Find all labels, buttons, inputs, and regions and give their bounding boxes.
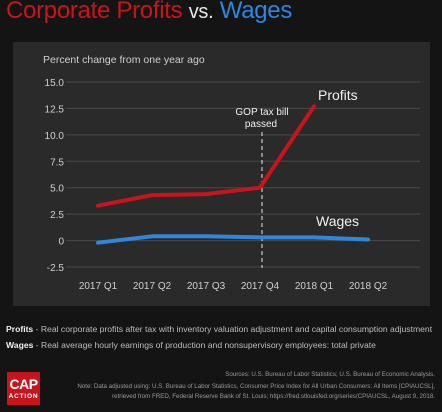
- chart-title: Corporate Profits vs. Wages: [6, 0, 292, 25]
- definition-wages-text: - Real average hourly earnings of produc…: [33, 340, 376, 350]
- y-tick-label: 0: [58, 237, 64, 248]
- y-tick-label: 10.0: [45, 131, 65, 142]
- x-tick-label: 2018 Q1: [295, 281, 334, 292]
- cap-action-logo: CAP ACTION: [7, 372, 40, 405]
- sources-line-2: Note: Data adjusted using: U.S. Bureau o…: [77, 383, 435, 390]
- logo-line-1: CAP: [9, 376, 38, 392]
- x-tick-label: 2018 Q2: [349, 281, 388, 292]
- title-profits: Corporate Profits: [6, 0, 183, 24]
- x-tick-label: 2017 Q4: [241, 281, 280, 292]
- y-tick-label: 5.0: [50, 184, 64, 195]
- series-label-profits: Profits: [318, 87, 358, 103]
- sources-line-3: retrieved from FRED, Federal Reserve Ban…: [112, 393, 435, 400]
- y-tick-label: 15.0: [45, 78, 65, 89]
- definition-profits-label: Profits: [6, 324, 34, 334]
- y-tick-label: -2.5: [47, 263, 65, 274]
- y-tick-label: 2.5: [50, 210, 64, 221]
- annotation-line-2: passed: [245, 119, 277, 130]
- definition-profits: Profits - Real corporate profits after t…: [6, 324, 432, 334]
- y-tick-label: 7.5: [50, 157, 64, 168]
- x-tick-label: 2017 Q3: [187, 281, 226, 292]
- sources-line-1: Sources: U.S. Bureau of Labor Statistics…: [225, 371, 435, 378]
- logo-line-2: ACTION: [8, 393, 39, 400]
- definition-wages-label: Wages: [6, 340, 34, 350]
- series-line-profits: [96, 104, 316, 208]
- x-tick-label: 2017 Q2: [133, 281, 172, 292]
- y-tick-label: 12.5: [45, 104, 65, 115]
- annotation-line-1: GOP tax bill: [235, 107, 288, 118]
- x-tick-label: 2017 Q1: [79, 281, 118, 292]
- title-vs: vs.: [188, 1, 214, 23]
- y-axis-label: Percent change from one year ago: [43, 54, 205, 66]
- definition-profits-text: - Real corporate profits after tax with …: [33, 324, 433, 334]
- series-line-wages: [96, 234, 370, 245]
- series-label-wages: Wages: [316, 213, 359, 229]
- definition-wages: Wages - Real average hourly earnings of …: [6, 340, 376, 350]
- title-wages: Wages: [219, 0, 293, 24]
- chart-panel: [13, 42, 430, 306]
